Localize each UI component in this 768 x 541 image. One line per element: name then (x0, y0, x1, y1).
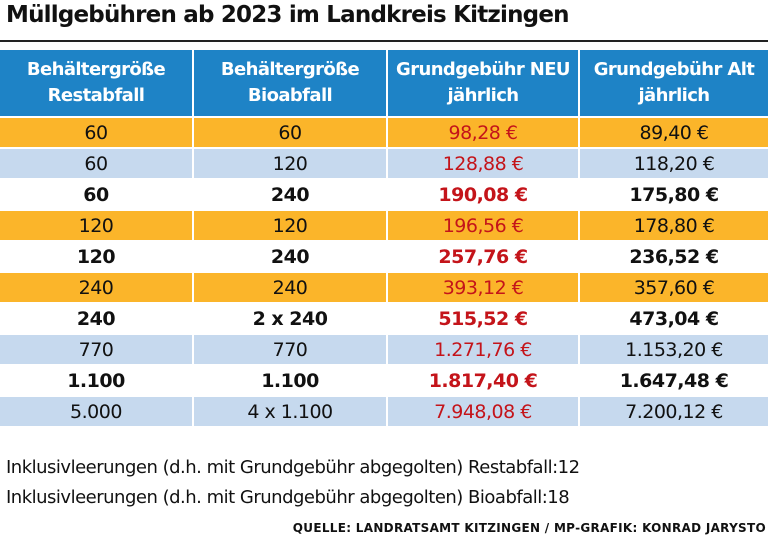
cell-bioabfall: 120 (192, 147, 387, 179)
cell-bioabfall: 240 (192, 240, 387, 272)
header-line: Bioabfall (247, 85, 333, 106)
cell-alt: 1.153,20 € (578, 333, 768, 365)
cell-restabfall: 120 (0, 209, 193, 241)
note-restabfall: Inklusivleerungen (d.h. mit Grundgebühr … (6, 457, 580, 478)
cell-bioabfall: 120 (192, 209, 387, 241)
cell-bioabfall: 4 x 1.100 (192, 395, 387, 426)
chart-title: Müllgebühren ab 2023 im Landkreis Kitzin… (6, 2, 570, 28)
cell-alt: 473,04 € (578, 302, 768, 334)
table-row: 60 240 190,08 €175,80 € (0, 178, 768, 210)
cell-restabfall: 60 (0, 178, 193, 210)
cell-neu: 190,08 € (386, 178, 579, 210)
cell-alt: 178,80 € (578, 209, 768, 241)
cell-restabfall: 1.100 (0, 364, 193, 396)
cell-neu: 128,88 € (386, 147, 579, 179)
header-line: Grundgebühr Alt (593, 59, 755, 80)
cell-restabfall: 5.000 (0, 395, 193, 426)
cell-neu: 98,28 € (386, 116, 579, 148)
header-line: Restabfall (47, 85, 145, 106)
cell-bioabfall: 1.100 (192, 364, 387, 396)
cell-bioabfall: 240 (192, 271, 387, 303)
header-line: jährlich (447, 85, 519, 106)
table-row: 1.100 1.100 1.817,40 €1.647,48 € (0, 364, 768, 396)
cell-neu: 393,12 € (386, 271, 579, 303)
header-restabfall: Behältergröße Restabfall (0, 50, 193, 117)
cell-bioabfall: 770 (192, 333, 387, 365)
cell-bioabfall: 60 (192, 116, 387, 148)
header-grundgebuehr-neu: Grundgebühr NEU jährlich (386, 50, 579, 117)
table-row: 5.000 4 x 1.100 7.948,08 €7.200,12 € (0, 395, 768, 426)
table-row: 120 120 196,56 €178,80 € (0, 209, 768, 241)
cell-restabfall: 60 (0, 116, 193, 148)
cell-neu: 257,76 € (386, 240, 579, 272)
table-row: 240 240 393,12 €357,60 € (0, 271, 768, 303)
cell-bioabfall: 2 x 240 (192, 302, 387, 334)
cell-alt: 357,60 € (578, 271, 768, 303)
cell-alt: 7.200,12 € (578, 395, 768, 426)
cell-restabfall: 120 (0, 240, 193, 272)
table-row: 60 120 128,88 €118,20 € (0, 147, 768, 179)
header-line: Behältergröße (26, 59, 166, 80)
cell-alt: 236,52 € (578, 240, 768, 272)
fee-table: Behältergröße Restabfall Behältergröße B… (0, 50, 768, 426)
cell-neu: 1.271,76 € (386, 333, 579, 365)
cell-alt: 175,80 € (578, 178, 768, 210)
cell-neu: 7.948,08 € (386, 395, 579, 426)
cell-neu: 515,52 € (386, 302, 579, 334)
note-bioabfall: Inklusivleerungen (d.h. mit Grundgebühr … (6, 487, 570, 508)
table-row: 120 240 257,76 €236,52 € (0, 240, 768, 272)
table-row: 240 2 x 240 515,52 €473,04 € (0, 302, 768, 334)
table-body: 60 60 98,28 €89,40 €60 120 128,88 €118,20 €6… (0, 116, 768, 426)
cell-restabfall: 60 (0, 147, 193, 179)
cell-neu: 196,56 € (386, 209, 579, 241)
header-line: Behältergröße (220, 59, 360, 80)
header-line: jährlich (638, 85, 710, 106)
cell-restabfall: 770 (0, 333, 193, 365)
table-row: 770 770 1.271,76 €1.153,20 € (0, 333, 768, 365)
cell-alt: 118,20 € (578, 147, 768, 179)
header-grundgebuehr-alt: Grundgebühr Alt jährlich (578, 50, 768, 117)
title-divider (0, 40, 768, 42)
source-credit: QUELLE: LANDRATSAMT KITZINGEN / MP-GRAFI… (292, 521, 766, 535)
cell-alt: 89,40 € (578, 116, 768, 148)
cell-restabfall: 240 (0, 271, 193, 303)
cell-neu: 1.817,40 € (386, 364, 579, 396)
cell-restabfall: 240 (0, 302, 193, 334)
header-bioabfall: Behältergröße Bioabfall (192, 50, 387, 117)
table-header-row: Behältergröße Restabfall Behältergröße B… (0, 50, 768, 117)
cell-alt: 1.647,48 € (578, 364, 768, 396)
cell-bioabfall: 240 (192, 178, 387, 210)
table-row: 60 60 98,28 €89,40 € (0, 116, 768, 148)
header-line: Grundgebühr NEU (396, 59, 571, 80)
